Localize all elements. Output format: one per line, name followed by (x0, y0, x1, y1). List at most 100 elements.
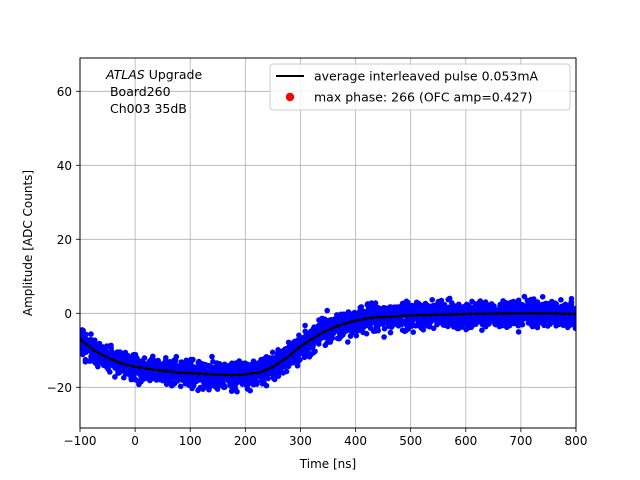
sample-point (418, 307, 425, 314)
sample-point (463, 321, 469, 327)
sample-point (114, 349, 121, 355)
legend: average interleaved pulse 0.053mA max ph… (269, 63, 571, 111)
sample-point (274, 353, 281, 359)
average-pulse-point (495, 312, 499, 316)
sample-point (294, 363, 301, 369)
x-tick-label: 300 (289, 434, 312, 448)
sample-point (165, 379, 172, 385)
sample-point (503, 318, 510, 325)
sample-point (415, 321, 422, 327)
sample-point (410, 329, 417, 336)
average-pulse-point (184, 371, 188, 375)
average-pulse-point (296, 346, 300, 350)
sample-point (499, 303, 505, 310)
sample-point (408, 304, 414, 311)
average-pulse-point (223, 373, 228, 377)
average-pulse-point (303, 342, 307, 346)
sample-point (194, 367, 201, 374)
average-pulse-point (442, 313, 446, 317)
sample-point (443, 305, 450, 312)
sample-point (515, 329, 522, 335)
legend-entry-1-label: average interleaved pulse 0.053mA (314, 69, 539, 84)
sample-point (343, 314, 350, 320)
sample-point (273, 365, 280, 372)
sample-point (519, 321, 526, 328)
average-pulse-point (157, 368, 161, 372)
sample-point (558, 297, 564, 303)
sample-point (526, 313, 533, 320)
sample-point (430, 325, 437, 332)
average-pulse-point (409, 313, 413, 318)
sample-point (541, 317, 548, 323)
sample-point (563, 320, 569, 327)
average-pulse-point (85, 342, 89, 347)
sample-point (169, 382, 176, 388)
sample-point (183, 357, 190, 364)
y-tick-label: 0 (64, 307, 72, 321)
sample-point (231, 362, 237, 369)
average-pulse-point (514, 311, 519, 315)
sample-point (120, 365, 127, 372)
sample-point (115, 370, 121, 376)
sample-point (365, 311, 372, 318)
sample-point (539, 301, 546, 308)
sample-point (330, 330, 337, 337)
average-pulse-point (554, 311, 558, 316)
sample-point (291, 338, 298, 345)
average-pulse-point (309, 337, 314, 341)
sample-point (297, 357, 303, 363)
average-pulse-point (521, 311, 525, 315)
average-pulse-point (329, 327, 333, 331)
average-pulse-point (210, 372, 214, 376)
average-pulse-point (137, 365, 142, 370)
average-pulse-point (177, 371, 181, 375)
sample-point (518, 314, 524, 321)
sample-point (250, 381, 257, 388)
sample-point (186, 363, 193, 370)
average-pulse-point (422, 313, 426, 317)
sample-point (80, 351, 85, 357)
average-pulse-point (342, 322, 347, 326)
sample-point (202, 362, 208, 368)
x-tick-label: 100 (179, 434, 202, 448)
sample-point (337, 327, 344, 334)
average-pulse-point (475, 312, 479, 316)
x-tick-label: 600 (454, 434, 477, 448)
sample-point (108, 345, 114, 351)
average-pulse-point (243, 372, 247, 376)
average-pulse-point (395, 314, 399, 318)
sample-point (568, 299, 575, 306)
sample-point (479, 327, 485, 334)
sample-point (174, 374, 180, 381)
sample-point (286, 358, 292, 364)
sample-point (510, 298, 517, 305)
sample-point (487, 316, 493, 322)
average-pulse-point (488, 312, 492, 316)
sample-point (368, 320, 375, 327)
sample-point (188, 377, 195, 384)
average-pulse-point (547, 311, 552, 315)
sample-point (292, 342, 299, 349)
sample-point (387, 329, 394, 336)
sample-point (529, 323, 536, 330)
sample-point (195, 359, 202, 366)
sample-point (131, 374, 137, 381)
sample-point (88, 337, 94, 343)
sample-point (93, 360, 99, 367)
sample-point (572, 325, 576, 332)
sample-point (234, 388, 240, 395)
average-pulse-point (428, 313, 433, 317)
sample-point (381, 325, 388, 332)
average-pulse-point (468, 312, 472, 316)
sample-point (150, 353, 156, 360)
average-pulse-point (336, 324, 340, 328)
sample-point (98, 346, 104, 352)
average-pulse-point (144, 366, 148, 370)
sample-point (504, 300, 511, 307)
sample-point (201, 368, 207, 374)
average-pulse-point (481, 312, 485, 316)
sample-point (137, 369, 144, 375)
sample-point (440, 316, 447, 323)
sample-point (549, 298, 555, 305)
sample-point (180, 365, 187, 372)
